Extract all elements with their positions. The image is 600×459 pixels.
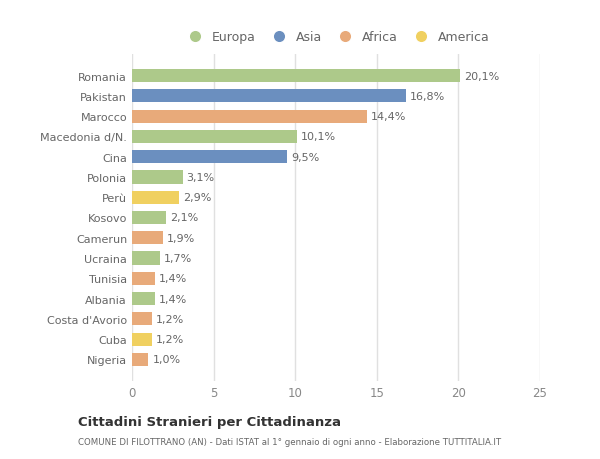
Bar xyxy=(132,212,166,224)
Text: 1,4%: 1,4% xyxy=(159,294,187,304)
Bar xyxy=(132,151,287,164)
Bar xyxy=(132,272,155,285)
Text: 1,7%: 1,7% xyxy=(164,253,192,263)
Bar xyxy=(132,90,406,103)
Bar xyxy=(132,130,297,144)
Text: Cittadini Stranieri per Cittadinanza: Cittadini Stranieri per Cittadinanza xyxy=(78,415,341,428)
Bar xyxy=(132,232,163,245)
Text: 1,2%: 1,2% xyxy=(155,334,184,344)
Bar xyxy=(132,191,179,204)
Bar xyxy=(132,70,460,83)
Text: 2,9%: 2,9% xyxy=(184,193,212,203)
Bar xyxy=(132,333,152,346)
Legend: Europa, Asia, Africa, America: Europa, Asia, Africa, America xyxy=(179,29,493,47)
Text: 16,8%: 16,8% xyxy=(410,92,446,102)
Bar xyxy=(132,292,155,306)
Bar xyxy=(132,110,367,123)
Text: COMUNE DI FILOTTRANO (AN) - Dati ISTAT al 1° gennaio di ogni anno - Elaborazione: COMUNE DI FILOTTRANO (AN) - Dati ISTAT a… xyxy=(78,437,501,446)
Text: 1,9%: 1,9% xyxy=(167,233,196,243)
Text: 1,2%: 1,2% xyxy=(155,314,184,324)
Bar xyxy=(132,252,160,265)
Text: 9,5%: 9,5% xyxy=(291,152,319,162)
Bar xyxy=(132,171,182,184)
Text: 3,1%: 3,1% xyxy=(187,173,215,183)
Text: 20,1%: 20,1% xyxy=(464,72,499,81)
Bar xyxy=(132,353,148,366)
Text: 2,1%: 2,1% xyxy=(170,213,199,223)
Text: 14,4%: 14,4% xyxy=(371,112,406,122)
Text: 1,4%: 1,4% xyxy=(159,274,187,284)
Bar xyxy=(132,313,152,326)
Text: 10,1%: 10,1% xyxy=(301,132,336,142)
Text: 1,0%: 1,0% xyxy=(152,355,181,364)
